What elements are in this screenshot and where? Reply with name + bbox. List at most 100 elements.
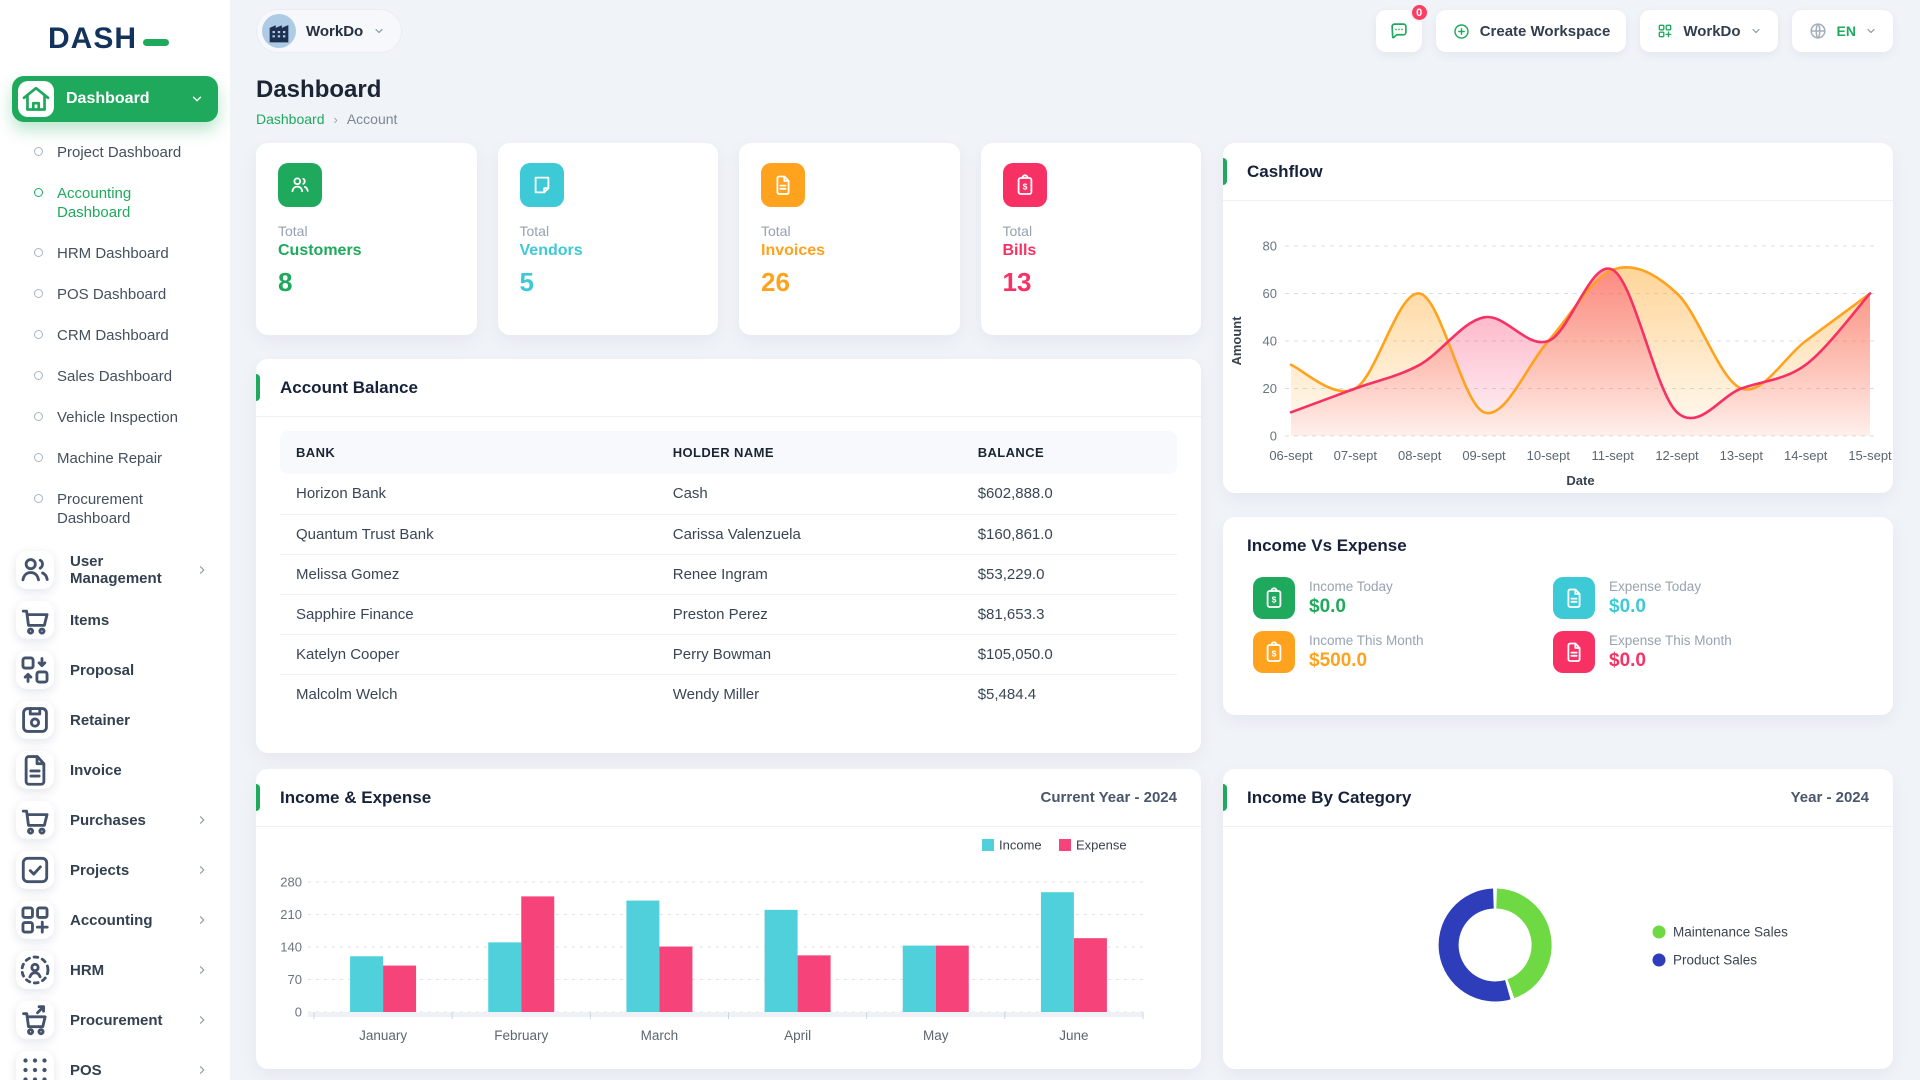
right-column: Cashflow 0 20 40 60 80 06-sept 07-sept 08-sept 0… [1223, 143, 1893, 1069]
sidebar-sub-item[interactable]: Accounting Dashboard [12, 173, 218, 233]
logo-dash-accent [143, 38, 170, 46]
chevron-down-icon [1750, 25, 1762, 37]
procurement-cart-icon [16, 1001, 54, 1039]
circle-bullet-icon [34, 371, 43, 380]
svg-text:20: 20 [1263, 381, 1277, 396]
income-by-category-card: Income By Category Year - 2024 Maintenan… [1223, 769, 1893, 1069]
chevron-right-icon [196, 914, 208, 926]
svg-text:$: $ [1272, 595, 1277, 605]
sidebar-sub-item-label: Machine Repair [57, 450, 163, 467]
main-area: WorkDo 0 Create Workspace WorkDo [230, 0, 1920, 1080]
messages-button[interactable]: 0 [1375, 3, 1429, 52]
table-row: Malcolm Welch Wendy Miller $5,484.4 [280, 674, 1177, 714]
globe-icon [1808, 21, 1828, 41]
income-vs-expense-card: Income Vs Expense $ Income Today $0.0 [1223, 517, 1893, 715]
sidebar-menu-item[interactable]: Accounting [12, 895, 218, 945]
sidebar-menu-item[interactable]: Proposal [12, 645, 218, 695]
ive-item-value: $0.0 [1609, 649, 1646, 671]
sidebar-menu-item-label: POS [70, 1061, 102, 1079]
sidebar-menu: User Management Items Proposal [12, 545, 218, 1080]
account-balance-table: BANK HOLDER NAME BALANCE Horizon Bank Ca… [280, 431, 1177, 714]
table-row: Horizon Bank Cash $602,888.0 [280, 474, 1177, 515]
sidebar-menu-item[interactable]: User Management [12, 545, 218, 595]
svg-text:May: May [923, 1028, 949, 1043]
income-expense-svg: 0 70 140 210 280 January February March April May… [280, 838, 1144, 1043]
stat-card-value: 13 [1002, 267, 1032, 297]
holder-cell: Wendy Miller [672, 685, 760, 703]
sidebar-sub-item[interactable]: Sales Dashboard [12, 356, 218, 397]
breadcrumb-current: Account [346, 111, 398, 127]
sidebar-menu-item[interactable]: Retainer [12, 695, 218, 745]
circle-bullet-icon [34, 494, 43, 503]
stat-card-value: 8 [278, 267, 293, 297]
income-vs-expense-item: Expense This Month $0.0 [1553, 631, 1853, 673]
sidebar-item-dashboard[interactable]: Dashboard [12, 76, 218, 122]
cart-icon [16, 601, 54, 639]
bank-cell: Katelyn Cooper [280, 634, 657, 675]
circle-bullet-icon [34, 289, 43, 298]
sidebar-menu-item[interactable]: Procurement [12, 995, 218, 1045]
sidebar-sub-item[interactable]: CRM Dashboard [12, 315, 218, 356]
file-text-icon [1553, 577, 1595, 619]
sidebar-sub-item[interactable]: Machine Repair [12, 438, 218, 479]
sidebar-sub-item-label: Sales Dashboard [57, 368, 173, 385]
svg-text:06-sept: 06-sept [1269, 448, 1313, 463]
breadcrumb-dashboard-link[interactable]: Dashboard [256, 111, 325, 127]
bank-cell: Melissa Gomez [280, 554, 657, 595]
sidebar-sub-item[interactable]: POS Dashboard [12, 274, 218, 315]
workdo-menu-button[interactable]: WorkDo [1640, 10, 1778, 52]
create-workspace-button[interactable]: Create Workspace [1435, 10, 1627, 52]
svg-text:60: 60 [1263, 286, 1277, 301]
sidebar-menu-item[interactable]: POS [12, 1045, 218, 1080]
balance-cell: $53,229.0 [961, 554, 1177, 595]
sidebar-sub-item-label: Project Dashboard [57, 144, 182, 161]
grid-plus-icon [16, 901, 54, 939]
language-selector[interactable]: EN [1791, 10, 1893, 52]
save-icon [16, 701, 54, 739]
note-icon [519, 163, 564, 207]
ive-item-value: $0.0 [1309, 595, 1346, 617]
svg-text:280: 280 [280, 875, 302, 890]
holder-cell: Cash [656, 474, 962, 515]
chevron-down-icon [190, 92, 204, 106]
sidebar-menu-item-label: Retainer [70, 711, 131, 729]
svg-text:February: February [494, 1028, 548, 1043]
app-logo[interactable]: DASH [12, 18, 218, 76]
sidebar-menu-item[interactable]: Projects [12, 845, 218, 895]
workspace-switcher[interactable]: WorkDo [256, 9, 403, 53]
sidebar-menu-item-label: Proposal [70, 661, 135, 679]
income-expense-bar-chart: 0 70 140 210 280 January February March April May… [256, 827, 1201, 1072]
sidebar-sub-item[interactable]: Vehicle Inspection [12, 397, 218, 438]
holder-cell: Carissa Valenzuela [656, 514, 962, 555]
dashboard-submenu: Project Dashboard Accounting Dashboard H… [12, 132, 218, 539]
income-expense-title: Income & Expense [280, 787, 432, 807]
svg-text:40: 40 [1263, 334, 1277, 349]
cart-icon [16, 801, 54, 839]
sidebar-menu-item[interactable]: Invoice [12, 745, 218, 795]
circle-bullet-icon [34, 188, 43, 197]
account-balance-card: Account Balance BANK HOLDER NAME BALANCE [256, 359, 1201, 753]
svg-text:140: 140 [280, 940, 302, 955]
sidebar-sub-item-label: Accounting Dashboard [57, 185, 132, 221]
sidebar-sub-item-label: CRM Dashboard [57, 327, 169, 344]
sidebar-menu-item[interactable]: Purchases [12, 795, 218, 845]
breadcrumb: Dashboard › Account [256, 111, 1893, 127]
sidebar-sub-item[interactable]: Project Dashboard [12, 132, 218, 173]
home-icon [18, 81, 54, 117]
svg-text:210: 210 [280, 907, 302, 922]
sidebar-menu-item-label: Items [70, 611, 110, 629]
sidebar-sub-item[interactable]: Procurement Dashboard [12, 479, 218, 539]
circle-bullet-icon [34, 330, 43, 339]
file-text-icon [761, 163, 805, 207]
svg-text:$: $ [1272, 649, 1277, 659]
chat-bubble-icon [1388, 20, 1410, 42]
stat-card-caption: Total [519, 223, 550, 239]
svg-text:13-sept: 13-sept [1720, 448, 1764, 463]
sidebar: DASH Dashboard Project Dashboard Account… [0, 0, 230, 1080]
sidebar-sub-item[interactable]: HRM Dashboard [12, 233, 218, 274]
sidebar-menu-item-label: Purchases [70, 811, 146, 829]
users-icon [278, 163, 322, 207]
sidebar-menu-item[interactable]: HRM [12, 945, 218, 995]
sidebar-menu-item[interactable]: Items [12, 595, 218, 645]
